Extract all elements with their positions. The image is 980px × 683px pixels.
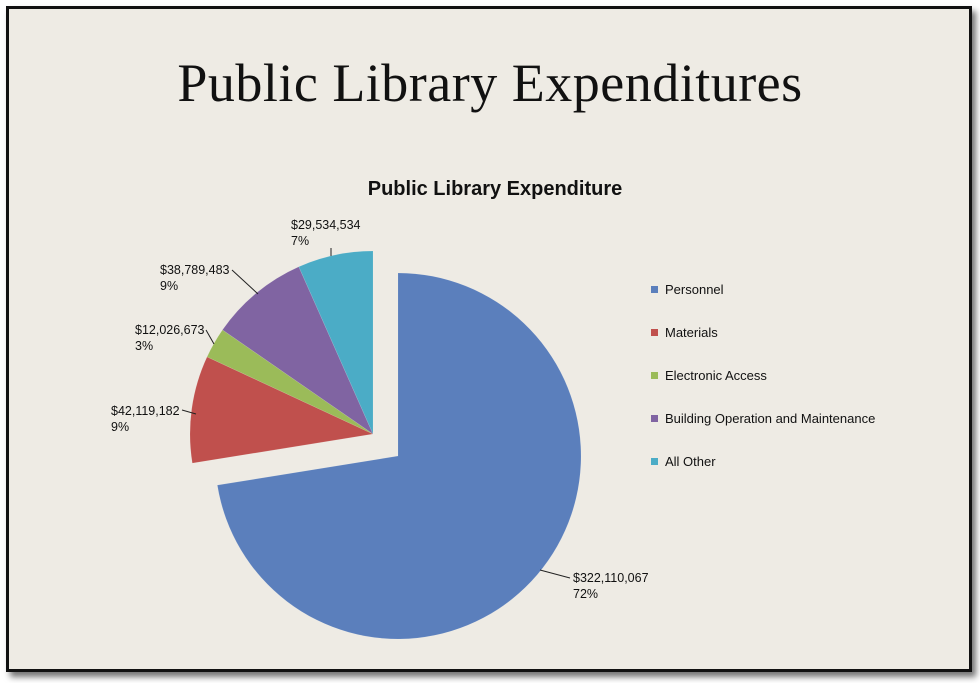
legend-label: All Other xyxy=(665,454,716,469)
data-label-percent: 9% xyxy=(160,279,179,293)
data-label-value: $322,110,067 xyxy=(573,571,649,585)
data-label-electronic-access: $12,026,673 3% xyxy=(135,322,205,354)
legend-item-personnel: Personnel xyxy=(651,282,724,297)
pie-slice-personnel xyxy=(216,272,582,640)
data-label-percent: 7% xyxy=(291,234,310,248)
legend-label: Personnel xyxy=(665,282,724,297)
data-label-value: $42,119,182 xyxy=(111,404,180,418)
legend-swatch xyxy=(651,415,658,422)
slide-title: Public Library Expenditures xyxy=(177,53,803,113)
chart-title: Public Library Expenditure xyxy=(367,178,623,200)
leader-line-electronic-access xyxy=(205,329,215,345)
data-label-building-operation-and-maintenance: $38,789,483 9% xyxy=(160,262,230,294)
data-label-materials: $42,119,182 9% xyxy=(111,403,180,435)
data-label-percent: 9% xyxy=(111,420,130,434)
legend-swatch xyxy=(651,286,658,293)
leader-line-building-operation-and-maintenance xyxy=(231,269,259,295)
legend-swatch xyxy=(651,372,658,379)
data-label-value: $12,026,673 xyxy=(135,323,205,337)
data-label-percent: 3% xyxy=(135,339,154,353)
data-label-percent: 72% xyxy=(573,587,599,601)
leader-line-materials xyxy=(181,409,197,415)
data-label-all-other: $29,534,534 7% xyxy=(291,217,361,249)
legend-item-materials: Materials xyxy=(651,325,718,340)
pie-slice-electronic-access xyxy=(206,329,374,435)
data-label-value: $29,534,534 xyxy=(291,218,361,232)
legend-item-building-operation-and-maintenance: Building Operation and Maintenance xyxy=(651,411,875,426)
pie-slice-materials xyxy=(189,356,375,464)
data-label-personnel: $322,110,067 72% xyxy=(573,570,649,602)
legend-swatch xyxy=(651,329,658,336)
legend-label: Materials xyxy=(665,325,718,340)
pie-slice-all-other xyxy=(298,250,374,435)
data-label-value: $38,789,483 xyxy=(160,263,230,277)
leader-line-personnel xyxy=(539,569,571,579)
legend-item-all-other: All Other xyxy=(651,454,716,469)
legend-label: Building Operation and Maintenance xyxy=(665,411,876,426)
legend-item-electronic-access: Electronic Access xyxy=(651,368,767,383)
legend-swatch xyxy=(651,458,658,465)
legend-label: Electronic Access xyxy=(665,368,767,383)
